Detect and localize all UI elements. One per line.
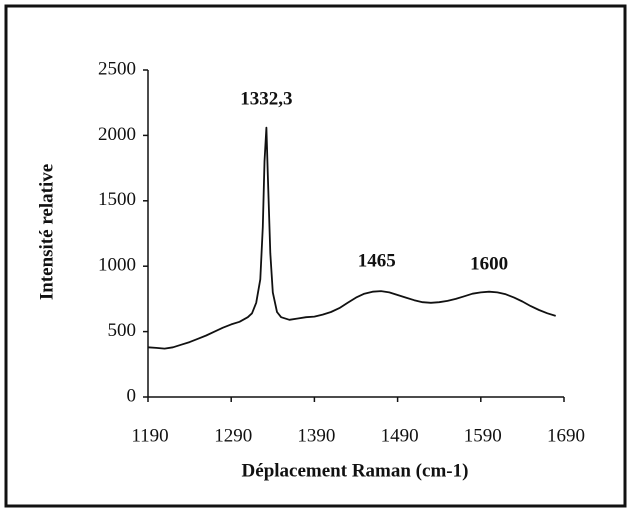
x-axis-label: Déplacement Raman (cm-1) <box>242 460 469 481</box>
frame <box>4 4 627 508</box>
y-tick-label: 500 <box>108 320 137 341</box>
x-tick-label: 1590 <box>464 425 502 446</box>
y-tick-label: 1500 <box>98 189 136 210</box>
y-tick-label: 1000 <box>98 255 136 276</box>
y-tick-label: 0 <box>127 385 137 406</box>
y-tick-label: 2500 <box>98 58 136 79</box>
x-tick-label: 1690 <box>547 425 585 446</box>
x-tick-label: 1290 <box>214 425 252 446</box>
peak-label: 1465 <box>358 250 396 271</box>
spectrum-line <box>147 126 556 350</box>
peak-label: 1600 <box>470 253 508 274</box>
x-tick-label: 1190 <box>131 425 168 446</box>
y-tick-label: 2000 <box>98 124 136 145</box>
x-tick-label: 1490 <box>381 425 419 446</box>
y-axis-label: Intensité relative <box>36 164 57 300</box>
peak-label: 1332,3 <box>240 88 292 109</box>
x-tick-label: 1390 <box>297 425 335 446</box>
